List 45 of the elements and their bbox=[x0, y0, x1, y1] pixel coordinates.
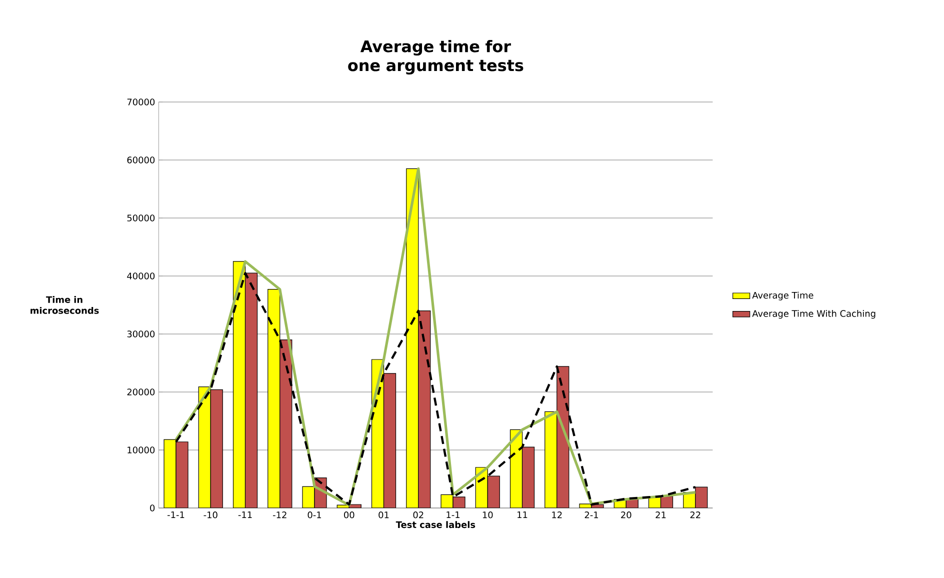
y-tick-label: 60000 bbox=[127, 156, 155, 164]
bar bbox=[198, 386, 211, 508]
bar bbox=[544, 411, 558, 508]
bar bbox=[268, 289, 280, 508]
y-tick-label: 20000 bbox=[127, 388, 155, 396]
y-tick-label: 30000 bbox=[127, 330, 155, 338]
y-tick-label: 10000 bbox=[128, 446, 155, 454]
y-tick-label: 50000 bbox=[127, 214, 155, 222]
x-tick-label: 1-1 bbox=[446, 512, 460, 518]
x-tick-label: -1-1 bbox=[168, 512, 184, 518]
chart-title: Average time for one argument tests bbox=[348, 40, 524, 74]
x-tick-label: 01 bbox=[378, 512, 389, 518]
x-tick-label: 20 bbox=[621, 512, 632, 518]
y-tick-label: 70000 bbox=[127, 98, 155, 106]
bar bbox=[244, 272, 258, 508]
x-tick-label: 21 bbox=[656, 512, 666, 518]
x-tick-label: -10 bbox=[204, 512, 218, 518]
bar bbox=[383, 373, 396, 508]
y-tick-label: 40000 bbox=[127, 272, 155, 280]
x-tick-label: 00 bbox=[344, 512, 354, 518]
y-axis-title: Time in microseconds bbox=[30, 296, 99, 314]
bar bbox=[487, 476, 500, 508]
x-tick-label: 0-1 bbox=[308, 512, 321, 518]
x-tick-label: 02 bbox=[413, 512, 424, 518]
bar bbox=[176, 442, 188, 508]
legend-label: Average Time With Caching bbox=[752, 310, 876, 319]
bar bbox=[164, 439, 176, 508]
y-tick-label: 0 bbox=[150, 504, 155, 512]
x-tick-label: -11 bbox=[238, 512, 252, 518]
bar bbox=[232, 261, 246, 508]
x-tick-label: 2-1 bbox=[584, 512, 598, 518]
bar bbox=[280, 339, 292, 508]
x-axis-title: Test case labels bbox=[396, 521, 476, 528]
x-tick-label: 11 bbox=[518, 512, 528, 518]
line-series bbox=[174, 167, 697, 506]
legend-label: Average Time bbox=[752, 292, 814, 300]
bar bbox=[418, 310, 431, 508]
bar bbox=[522, 446, 535, 508]
x-tick-label: 12 bbox=[552, 512, 562, 518]
bar bbox=[210, 389, 223, 508]
x-tick-label: -12 bbox=[272, 512, 286, 518]
x-tick-label: 10 bbox=[482, 512, 493, 518]
bar bbox=[406, 168, 419, 508]
bar bbox=[695, 486, 708, 508]
x-tick-label: 22 bbox=[690, 512, 700, 518]
